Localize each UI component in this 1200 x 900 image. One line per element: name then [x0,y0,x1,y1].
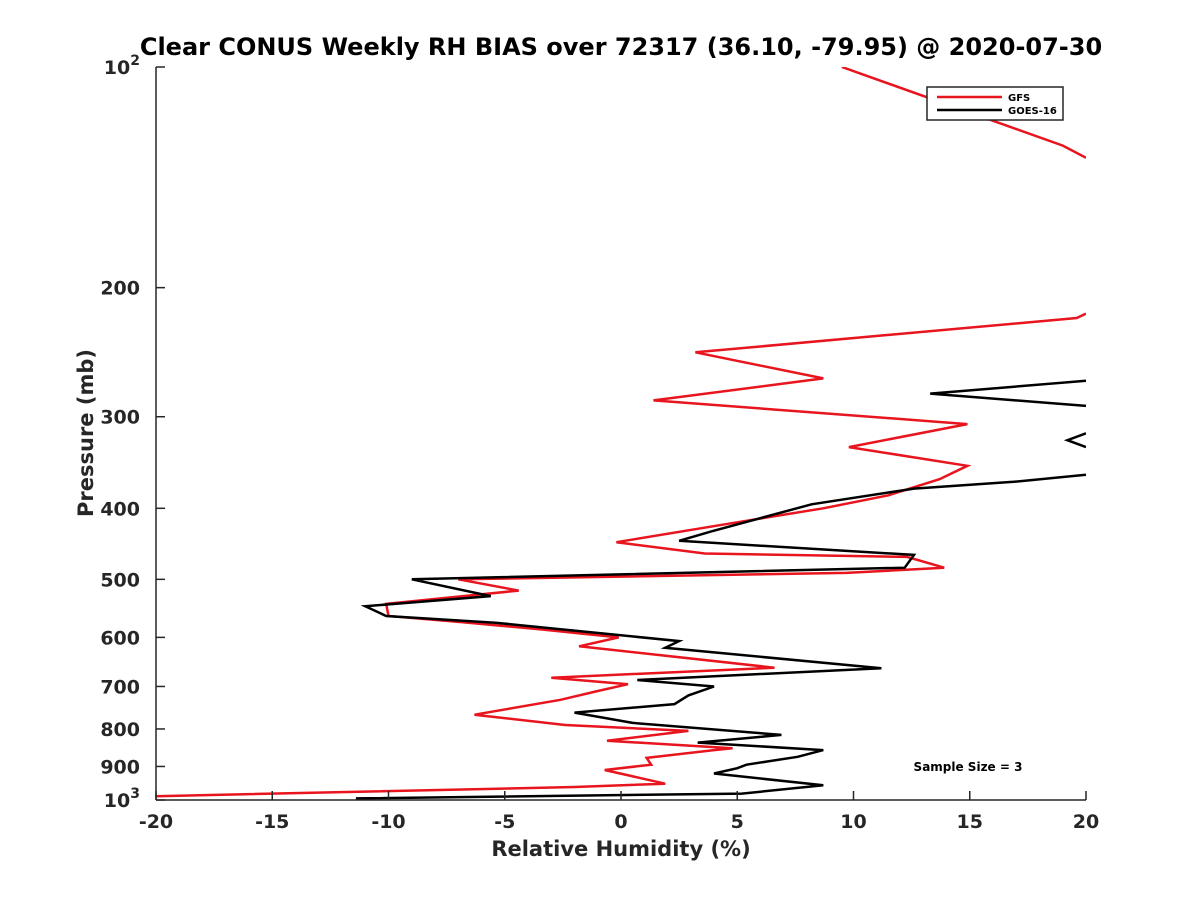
plot-area [155,67,1086,801]
x-axis-label: Relative Humidity (%) [491,837,750,861]
x-tick-label: -10 [371,811,405,833]
x-tick-label: -5 [494,811,515,833]
y-tick-label: 103 [104,786,140,812]
y-tick-label: 800 [100,719,140,741]
sample-size-annotation: Sample Size = 3 [914,760,1023,774]
y-tick-label: 300 [100,407,140,429]
legend: GFS GOES-16 [926,86,1064,121]
x-tick-label: 15 [957,811,983,833]
y-tick-label: 700 [100,676,140,698]
series-line-goes16-segment-2 [1063,432,1086,449]
y-tick-label: 200 [100,278,140,300]
x-tick-label: -20 [139,811,173,833]
y-tick-label: 500 [100,569,140,591]
y-tick-label: 400 [100,498,140,520]
y-tick-label: 600 [100,627,140,649]
series-line-gfs-segment-1 [841,67,1086,159]
y-axis-label: Pressure (mb) [74,349,98,517]
x-tick-label: 5 [731,811,744,833]
y-tick-label: 102 [104,53,140,79]
series-line-gfs-segment-2 [156,312,1086,798]
chart-title: Clear CONUS Weekly RH BIAS over 72317 (3… [140,33,1102,61]
x-tick-label: 0 [614,811,627,833]
x-tick-label: 20 [1073,811,1099,833]
series-line-goes16-segment-1 [930,379,1086,408]
series-layer [156,67,1086,800]
y-tick-label: 900 [100,756,140,778]
x-tick-label: -15 [255,811,289,833]
y-axis-ticks: 102 200 300 400 500 600 700 800 900 103 [100,53,165,812]
legend-label-gfs: GFS [1008,93,1030,104]
series-line-goes16-segment-3 [355,473,1086,800]
x-axis-ticks: -20 -15 -10 -5 0 5 10 15 20 [139,791,1099,833]
legend-box [926,86,1064,121]
legend-label-goes16: GOES-16 [1008,106,1057,117]
x-tick-label: 10 [840,811,866,833]
